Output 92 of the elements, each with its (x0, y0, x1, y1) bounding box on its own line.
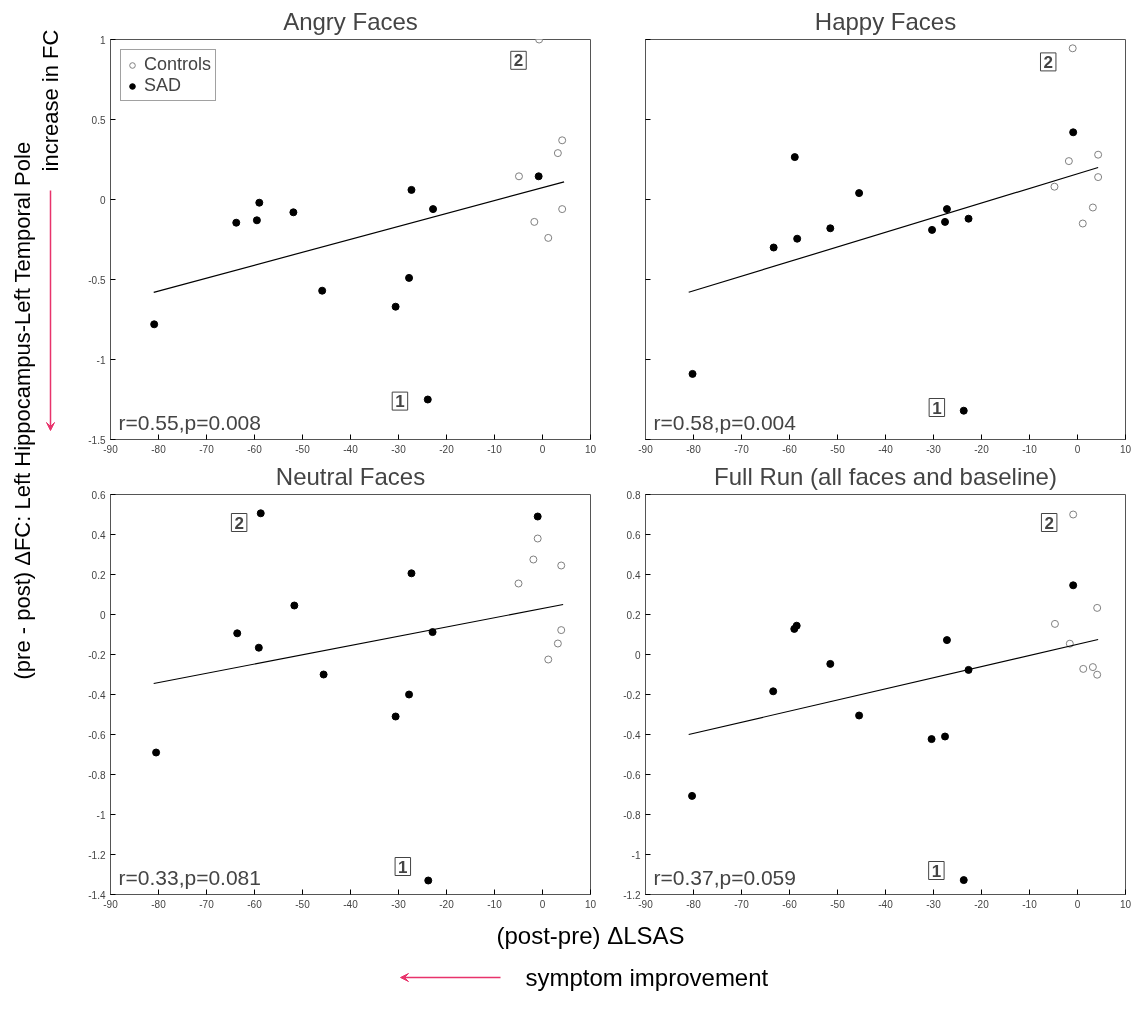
y-tick-label: -0.8 (88, 769, 106, 781)
x-tick-label: -60 (782, 443, 798, 455)
x-tick-label: -70 (734, 898, 750, 910)
y-tick-label: -1 (631, 849, 641, 861)
annotation: 1 (931, 861, 942, 881)
annotation: r=0.33,p=0.081 (118, 865, 261, 889)
y-tick-label: -0.4 (88, 689, 106, 701)
y-tick-label: 0.6 (91, 489, 106, 501)
x-tick-label: -30 (391, 898, 407, 910)
annotation: 2 (1043, 52, 1053, 72)
x-tick-label: -60 (782, 898, 798, 910)
x-tick-label: -50 (295, 898, 311, 910)
y-axis-title: (pre - post) ΔFC: Left Hippocampus-Left Temporal Pole increase in FC (10, 29, 63, 680)
annotation: r=0.55,p=0.008 (118, 410, 261, 434)
x-tick-label: -10 (487, 443, 503, 455)
x-tick-label: -30 (926, 898, 942, 910)
chart-title: Neutral Faces (275, 462, 426, 490)
annotation: r=0.37,p=0.059 (653, 865, 796, 889)
legend-label: SAD (144, 75, 182, 96)
x-tick-label: -90 (103, 443, 119, 455)
x-tick-label: -80 (686, 443, 702, 455)
y-tick-label: -0.2 (88, 649, 106, 661)
x-tick-label: -70 (199, 898, 215, 910)
annotation: 2 (1044, 513, 1054, 533)
y-tick-label: -0.6 (623, 769, 641, 781)
annotation: 1 (398, 857, 408, 877)
x-tick-label: 10 (1119, 443, 1132, 455)
x-tick-label: -50 (830, 898, 846, 910)
x-tick-label: 10 (584, 898, 597, 910)
y-tick-label: -1 (96, 809, 106, 821)
annotation: 2 (234, 513, 244, 533)
x-tick-label: -40 (878, 898, 894, 910)
annotation: r=0.58,p=0.004 (653, 410, 797, 434)
x-tick-label: -80 (151, 443, 167, 455)
x-tick-label: -50 (295, 443, 311, 455)
x-axis-title: (post-pre) ΔLSAS symptom improvement (496, 922, 769, 991)
y-tick-label: -1.2 (623, 889, 641, 901)
y-tick-label: -0.2 (623, 689, 641, 701)
x-tick-label: -70 (199, 443, 215, 455)
y-tick-label: 0 (99, 194, 106, 206)
x-tick-label: -80 (686, 898, 702, 910)
y-tick-label: 0.8 (626, 489, 641, 501)
x-tick-label: -80 (151, 898, 167, 910)
y-tick-label: -0.5 (88, 274, 106, 286)
y-tick-label: 0 (634, 649, 641, 661)
x-tick-label: -90 (638, 898, 654, 910)
x-tick-label: 0 (539, 443, 546, 455)
x-tick-label: -20 (974, 443, 990, 455)
x-tick-label: 0 (539, 898, 546, 910)
y-tick-label: 0.4 (626, 569, 641, 581)
x-tick-label: 10 (1119, 898, 1132, 910)
x-tick-label: -60 (247, 898, 263, 910)
x-tick-label: -50 (830, 443, 846, 455)
y-tick-label: 0.6 (626, 529, 641, 541)
x-tick-label: -10 (487, 898, 503, 910)
y-tick-label: 0.2 (91, 569, 106, 581)
x-tick-label: -30 (391, 443, 407, 455)
x-tick-label: -20 (439, 898, 455, 910)
x-tick-label: -10 (1022, 443, 1038, 455)
y-tick-label: -1.5 (88, 434, 106, 446)
y-tick-label: 0.5 (91, 114, 106, 126)
chart-title: Angry Faces (283, 7, 418, 35)
y-tick-label: -0.4 (623, 729, 641, 741)
x-tick-label: -10 (1022, 898, 1038, 910)
y-tick-label: 0.2 (626, 609, 641, 621)
x-tick-label: -30 (926, 443, 942, 455)
y-tick-label: -1.2 (88, 849, 106, 861)
x-tick-label: -20 (439, 443, 455, 455)
chart-title: Full Run (all faces and baseline) (714, 462, 1057, 490)
x-tick-label: -90 (638, 443, 654, 455)
x-tick-label: -60 (247, 443, 263, 455)
x-tick-label: 10 (584, 443, 597, 455)
x-tick-label: -40 (878, 443, 894, 455)
x-tick-label: 0 (1074, 898, 1081, 910)
y-tick-label: -1 (96, 354, 106, 366)
x-tick-label: -70 (734, 443, 750, 455)
legend-label: Controls (144, 54, 212, 75)
chart-title: Happy Faces (814, 7, 957, 35)
y-tick-label: -0.8 (623, 809, 641, 821)
y-tick-label: 1 (99, 34, 106, 46)
x-tick-label: -40 (343, 443, 359, 455)
annotation: 2 (513, 51, 524, 71)
y-tick-label: -0.6 (88, 729, 106, 741)
x-tick-label: -40 (343, 898, 359, 910)
x-tick-label: -20 (974, 898, 990, 910)
annotation: 1 (395, 392, 405, 412)
y-tick-label: 0.4 (91, 529, 106, 541)
y-tick-label: -1.4 (88, 889, 106, 901)
x-tick-label: 0 (1074, 443, 1081, 455)
x-tick-label: -90 (103, 898, 119, 910)
y-tick-label: 0 (99, 609, 106, 621)
annotation: 1 (932, 398, 942, 418)
